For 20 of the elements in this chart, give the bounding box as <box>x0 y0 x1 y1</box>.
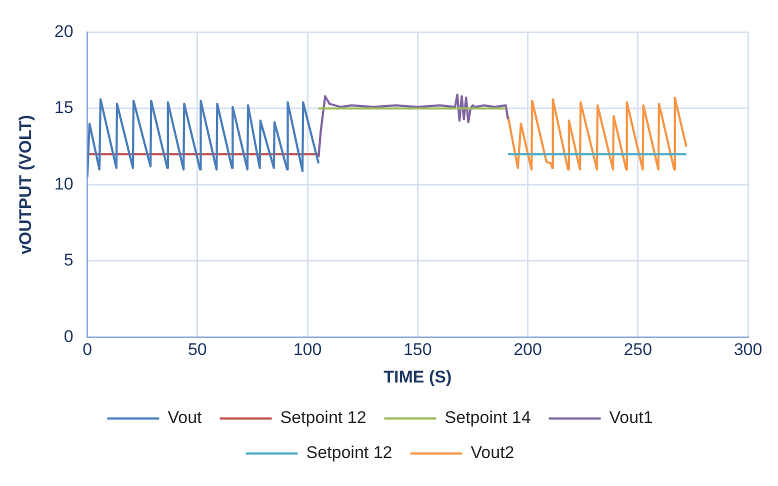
y-tick-label: 0 <box>64 326 74 346</box>
legend-label: Setpoint 12 <box>306 443 392 462</box>
legend-label: Vout2 <box>470 443 514 462</box>
x-tick-label: 150 <box>403 340 432 360</box>
y-tick-label: 20 <box>54 22 74 41</box>
x-tick-label: 100 <box>293 340 322 360</box>
x-tick-label: 50 <box>188 340 207 360</box>
legend-label: Setpoint 12 <box>280 408 366 428</box>
x-tick-label: 250 <box>624 340 652 360</box>
legend-label: Vout1 <box>609 408 653 428</box>
y-tick-label: 15 <box>54 98 74 118</box>
x-tick-label: 300 <box>734 340 762 360</box>
y-tick-label: 5 <box>64 250 74 270</box>
legend-label: Setpoint 14 <box>444 408 531 428</box>
x-tick-label: 0 <box>82 340 92 360</box>
x-axis-title: TIME (S) <box>384 367 452 386</box>
legend-label: Vout <box>168 408 202 428</box>
y-axis-title: vOUTPUT (VOLT) <box>16 114 35 254</box>
y-tick-label: 10 <box>54 174 74 194</box>
x-tick-label: 200 <box>514 340 542 360</box>
